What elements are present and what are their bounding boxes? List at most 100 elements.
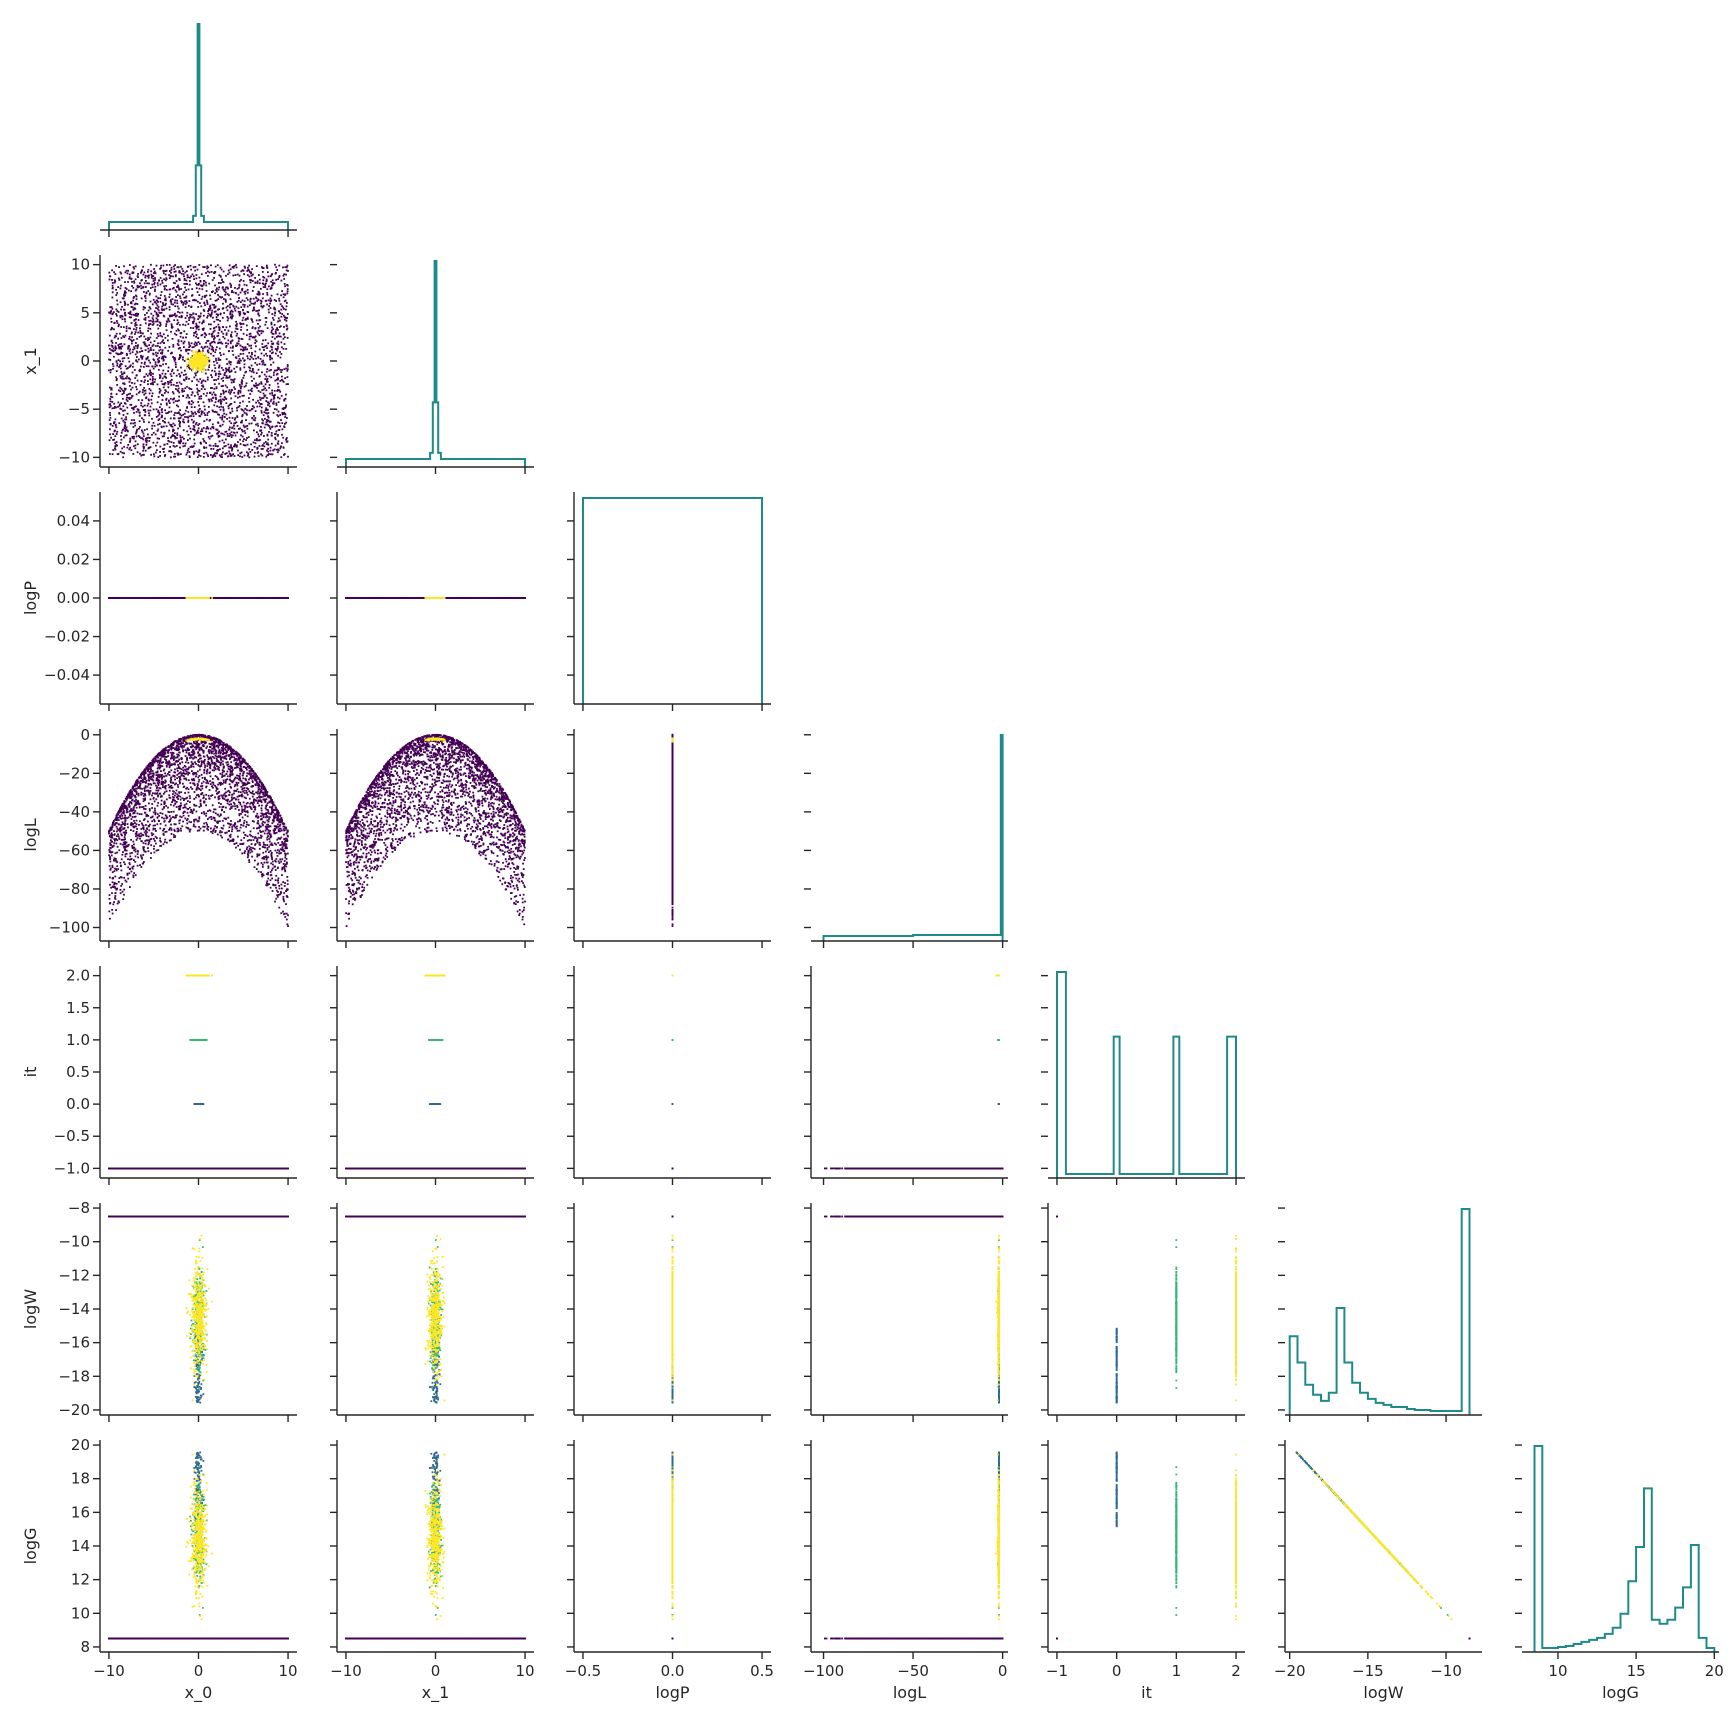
scatter-point	[227, 320, 229, 322]
scatter-point	[180, 288, 182, 290]
scatter-point	[215, 360, 217, 362]
scatter-point	[207, 303, 209, 305]
scatter-point	[129, 336, 131, 338]
scatter-point	[242, 300, 244, 302]
scatter-point	[270, 428, 272, 430]
scatter-point	[123, 378, 125, 380]
scatter-point	[276, 409, 278, 411]
scatter-point	[178, 288, 180, 290]
scatter-point	[186, 406, 188, 408]
scatter-point	[154, 381, 156, 383]
scatter-point	[152, 379, 154, 381]
scatter-point	[222, 303, 224, 305]
scatter-point	[154, 379, 156, 381]
scatter-point	[198, 341, 200, 343]
scatter-point	[179, 442, 181, 444]
scatter-point	[258, 274, 260, 276]
scatter-point	[213, 321, 215, 323]
scatter-point	[146, 282, 148, 284]
scatter-point	[220, 282, 222, 284]
scatter-point	[164, 454, 166, 456]
scatter-point	[160, 365, 162, 367]
scatter-point	[251, 365, 253, 367]
scatter-point	[208, 366, 210, 368]
scatter-point	[268, 387, 270, 389]
scatter-point	[152, 393, 154, 395]
scatter-point	[211, 376, 213, 378]
scatter-point	[218, 332, 220, 334]
scatter-point	[244, 455, 246, 457]
scatter-point	[132, 366, 134, 368]
scatter-point	[187, 353, 189, 355]
scatter-point	[260, 381, 262, 383]
scatter-point	[172, 304, 174, 306]
scatter-point	[230, 364, 232, 366]
scatter-point	[144, 272, 146, 274]
scatter-point	[211, 394, 213, 396]
scatter-point	[176, 434, 178, 436]
scatter-point	[229, 420, 231, 422]
scatter-point	[239, 358, 241, 360]
scatter-point	[185, 410, 187, 412]
scatter-point	[279, 369, 281, 371]
scatter-point	[136, 429, 138, 431]
scatter-point	[115, 289, 117, 291]
scatter-point	[140, 285, 142, 287]
scatter-point	[184, 445, 186, 447]
scatter-point	[208, 283, 210, 285]
scatter-point	[199, 322, 201, 324]
scatter-point	[239, 439, 241, 441]
scatter-point	[242, 323, 244, 325]
scatter-point	[119, 333, 121, 335]
scatter-point	[177, 369, 179, 371]
scatter-point	[152, 373, 154, 375]
scatter-point	[159, 423, 161, 425]
scatter-point	[280, 303, 282, 305]
scatter-point	[229, 371, 231, 373]
scatter-point	[182, 324, 184, 326]
scatter-point	[211, 336, 213, 338]
scatter-point	[183, 291, 185, 293]
scatter-point	[222, 390, 224, 392]
scatter-point	[196, 433, 198, 435]
scatter-point	[127, 400, 129, 402]
scatter-point	[218, 383, 220, 385]
scatter-point	[285, 368, 287, 370]
scatter-point	[172, 344, 174, 346]
scatter-point	[129, 438, 131, 440]
scatter-point	[226, 414, 228, 416]
scatter-point	[223, 298, 225, 300]
scatter-point	[144, 341, 146, 343]
scatter-point	[220, 396, 222, 398]
scatter-point	[231, 408, 233, 410]
scatter-point	[128, 448, 130, 450]
scatter-point	[260, 426, 262, 428]
scatter-point	[281, 442, 283, 444]
scatter-point	[217, 264, 219, 266]
scatter-point	[189, 300, 191, 302]
scatter-point	[196, 392, 198, 394]
scatter-point	[132, 306, 134, 308]
scatter-point	[230, 398, 232, 400]
scatter-point	[248, 423, 250, 425]
scatter-point	[222, 380, 224, 382]
scatter-point	[175, 366, 177, 368]
scatter-point	[268, 299, 270, 301]
scatter-point	[224, 329, 226, 331]
scatter-point	[235, 264, 237, 266]
scatter-point	[231, 382, 233, 384]
scatter-point	[147, 434, 149, 436]
scatter-point	[251, 449, 253, 451]
scatter-point	[274, 338, 276, 340]
scatter-point	[253, 430, 255, 432]
scatter-point	[153, 422, 155, 424]
scatter-point	[129, 440, 131, 442]
scatter-point	[190, 327, 192, 329]
scatter-point	[229, 393, 231, 395]
scatter-point	[184, 370, 186, 372]
scatter-point	[132, 453, 134, 455]
scatter-point	[160, 342, 162, 344]
scatter-point	[237, 274, 239, 276]
scatter-point	[178, 396, 180, 398]
